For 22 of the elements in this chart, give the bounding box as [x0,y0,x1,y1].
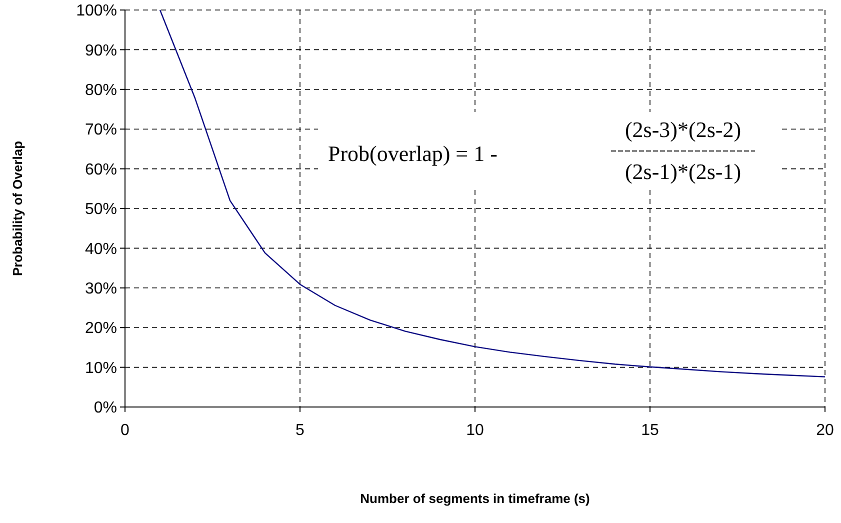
x-tick-label: 5 [296,422,305,439]
y-tick-label: 80% [84,82,117,99]
x-tick-label: 0 [120,422,130,439]
line-series [159,9,826,378]
x-tick-label: 20 [816,422,834,439]
y-tick-label: 0% [94,400,117,417]
y-tick-label: 50% [84,201,117,218]
y-tick-label: 40% [84,240,117,258]
y-tick-label: 10% [84,360,117,377]
y-tick-label: 60% [84,161,117,178]
y-tick-label: 90% [84,42,117,60]
annotation: Prob(overlap) = 1 - [328,141,498,166]
y-axis-title: Probability of Overlap [10,140,25,276]
x-axis-title: Number of segments in timeframe (s) [360,491,590,506]
y-tick-label: 20% [84,320,117,338]
annotation: (2s-1)*(2s-1) [624,159,742,184]
y-tick-label: 70% [84,122,117,139]
x-tick-label: 10 [466,422,484,439]
x-tick-label: 15 [641,422,659,439]
y-tick-label: 30% [84,280,117,298]
y-tick-label: 100% [76,2,117,20]
annotation: (2s-3)*(2s-2) [624,117,742,142]
